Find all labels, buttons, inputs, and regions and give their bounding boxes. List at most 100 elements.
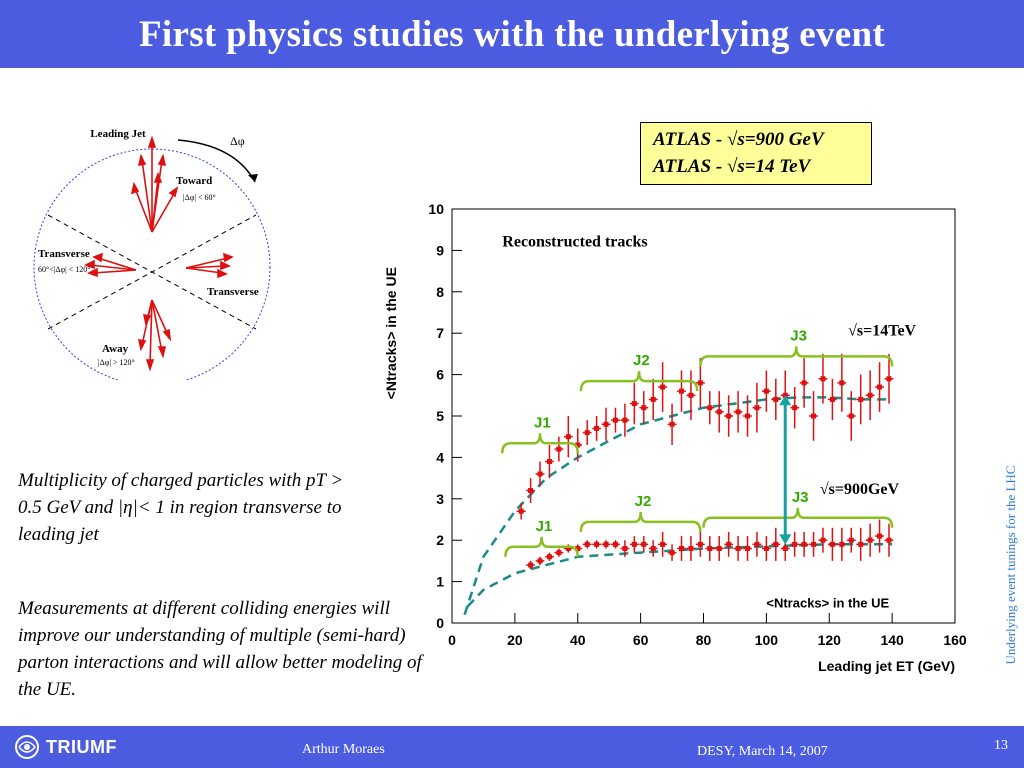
- arrow-head-up: [779, 395, 792, 406]
- inner-label: <Ntracks> in the UE: [766, 595, 889, 610]
- transverse-cut-label: 60°<|Δφ| < 120°: [38, 265, 90, 274]
- data-point: [801, 541, 807, 547]
- legend-14tev: ATLAS - √s=14 TeV: [653, 156, 811, 177]
- triumf-emblem-icon: [15, 735, 39, 759]
- data-point: [650, 396, 656, 402]
- legend-box: ATLAS - √s=900 GeV ATLAS - √s=14 TeV: [640, 122, 872, 185]
- data-point: [556, 550, 562, 556]
- data-point: [773, 541, 779, 547]
- jet-brace: [579, 511, 702, 532]
- fit-curve: [466, 543, 893, 608]
- jet-brace: [504, 536, 579, 557]
- data-point: [631, 401, 637, 407]
- side-caption: Underlying event tunings for the LHC: [1000, 440, 1022, 690]
- data-point: [660, 384, 666, 390]
- logo-text: TRIUMF: [46, 736, 117, 757]
- y-tick-label: 7: [436, 325, 444, 341]
- toward-tracks: [130, 135, 179, 233]
- away-label: Away: [102, 343, 129, 355]
- jet-brace: [699, 346, 894, 367]
- data-point: [839, 380, 845, 386]
- label-900gev: √s=900GeV: [820, 481, 900, 498]
- data-point: [707, 545, 713, 551]
- y-tick-label: 0: [436, 615, 444, 631]
- data-point: [745, 545, 751, 551]
- data-point: [537, 558, 543, 564]
- multiplicity-description: Multiplicity of charged particles with p…: [18, 470, 344, 545]
- data-point: [641, 541, 647, 547]
- toward-cut-label: |Δφ| < 60°: [183, 193, 216, 202]
- data-point: [716, 409, 722, 415]
- data-point: [754, 541, 760, 547]
- jet-label: J2: [635, 493, 652, 510]
- data-point: [811, 541, 817, 547]
- data-point: [716, 545, 722, 551]
- data-point: [886, 376, 892, 382]
- footer-venue: DESY, March 14, 2007: [697, 744, 828, 759]
- data-point: [839, 541, 845, 547]
- toward-label: Toward: [176, 175, 212, 187]
- transverse-right-label: Transverse: [207, 286, 259, 298]
- data-point: [792, 541, 798, 547]
- data-point: [669, 421, 675, 427]
- side-caption-text: Underlying event tunings for the LHC: [1003, 465, 1018, 665]
- data-point: [697, 380, 703, 386]
- slide-title: First physics studies with the underlyin…: [139, 13, 885, 55]
- data-point: [584, 430, 590, 436]
- data-point: [735, 545, 741, 551]
- delta-phi-arrowhead: [248, 174, 258, 182]
- transverse-tracks: [84, 252, 234, 279]
- data-point: [660, 541, 666, 547]
- x-tick-label: 160: [943, 632, 967, 648]
- data-point: [528, 562, 534, 568]
- data-point: [886, 537, 892, 543]
- plot-title: Reconstructed tracks: [502, 233, 647, 250]
- data-point: [877, 533, 883, 539]
- y-tick-label: 8: [436, 284, 444, 300]
- event-circle: [33, 148, 271, 380]
- data-point: [565, 434, 571, 440]
- data-point: [688, 545, 694, 551]
- data-point: [594, 425, 600, 431]
- y-tick-label: 2: [436, 532, 444, 548]
- y-tick-label: 9: [436, 242, 444, 258]
- data-point: [782, 392, 788, 398]
- data-point: [811, 413, 817, 419]
- data-point: [867, 392, 873, 398]
- data-point: [763, 545, 769, 551]
- jet-brace: [702, 507, 894, 528]
- data-point: [782, 545, 788, 551]
- region-divider: [47, 214, 257, 330]
- data-point: [829, 541, 835, 547]
- data-point: [867, 537, 873, 543]
- data-point: [528, 488, 534, 494]
- data-point: [575, 545, 581, 551]
- data-point: [594, 541, 600, 547]
- data-point: [518, 508, 524, 514]
- jet-label: J1: [534, 414, 551, 431]
- data-point: [565, 545, 571, 551]
- data-point: [584, 541, 590, 547]
- tracks-plot: 0 20 40 60 80 100 120 140 160 0 1 2 3 4 5 6 7 8 9 10 Leading…: [383, 201, 967, 674]
- data-point: [792, 405, 798, 411]
- data-point: [612, 417, 618, 423]
- jet-brace: [501, 433, 579, 454]
- data-point: [631, 541, 637, 547]
- plot-frame: [451, 208, 956, 624]
- delta-phi-label: Δφ: [230, 134, 245, 148]
- data-point: [848, 413, 854, 419]
- y-tick-label: 4: [436, 449, 444, 465]
- data-point: [763, 388, 769, 394]
- data-point: [726, 541, 732, 547]
- y-axis-label: <Ntracks> in the UE: [383, 267, 399, 399]
- away-cut-label: |Δφ| > 120°: [98, 358, 135, 367]
- x-tick-label: 80: [696, 632, 712, 648]
- data-point: [820, 537, 826, 543]
- data-point: [697, 541, 703, 547]
- jet-label: J1: [536, 518, 553, 535]
- x-tick-label: 120: [818, 632, 842, 648]
- data-point: [546, 459, 552, 465]
- jet-brace: [579, 371, 699, 392]
- title-bar: First physics studies with the underlyin…: [0, 0, 1024, 68]
- leading-jet-label: Leading Jet: [90, 128, 146, 140]
